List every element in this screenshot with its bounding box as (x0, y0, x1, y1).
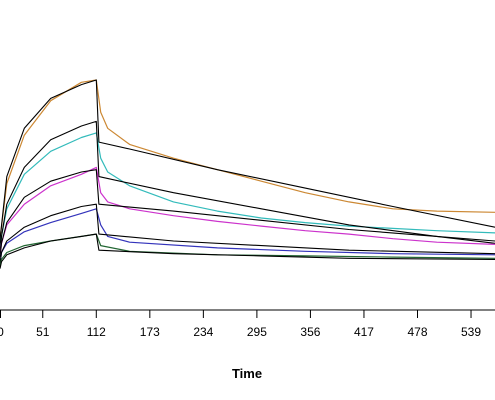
fit-curve-8 (0, 203, 495, 265)
x-tick-label: 478 (407, 325, 427, 339)
x-tick-label: 0 (0, 325, 4, 339)
fit-curve-2 (0, 79, 495, 253)
sensorgram-curve-1 (0, 79, 495, 251)
x-tick-label: 173 (140, 325, 160, 339)
sensorgram-curve-5 (0, 166, 495, 258)
series-layer (0, 79, 495, 269)
x-tick-label: 51 (36, 325, 50, 339)
fit-curve-10 (0, 233, 495, 269)
x-ticks: 0 51 112 173 234 295 356 417 478 539 (0, 310, 481, 339)
x-tick-label: 356 (300, 325, 320, 339)
fit-curve-6 (0, 169, 495, 258)
x-tick-label: 234 (193, 325, 213, 339)
sensorgram-curve-7 (0, 208, 495, 265)
fit-curve-4 (0, 120, 495, 255)
x-tick-label: 539 (461, 325, 481, 339)
x-tick-label: 112 (87, 325, 106, 339)
x-tick-label: 417 (354, 325, 374, 339)
sensorgram-curve-9 (0, 233, 495, 267)
sensorgram-curve-3 (0, 132, 495, 255)
x-tick-label: 295 (247, 325, 267, 339)
x-axis-title: Time (232, 366, 262, 381)
plot-area: 0 51 112 173 234 295 356 417 478 539 (0, 79, 495, 339)
